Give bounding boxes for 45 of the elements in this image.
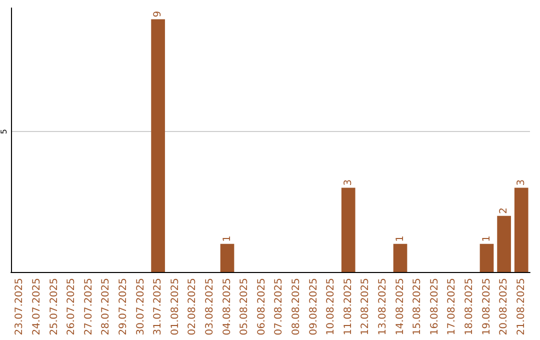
- bar: [220, 244, 234, 272]
- x-tick-label: 29.07.2025: [118, 278, 129, 336]
- bar: [497, 216, 511, 272]
- y-tick-label: 5: [0, 129, 8, 134]
- bar: [151, 19, 165, 272]
- data-label: 3: [516, 179, 527, 186]
- x-tick-label: 04.08.2025: [222, 278, 233, 336]
- data-label: 2: [498, 207, 510, 214]
- x-tick-label: 11.08.2025: [342, 278, 354, 336]
- x-tick-label: 24.07.2025: [31, 278, 42, 336]
- x-tick-label: 31.07.2025: [152, 278, 164, 336]
- data-label: 1: [481, 236, 492, 242]
- x-tick-label: 26.07.2025: [66, 278, 78, 336]
- x-tick-label: 21.08.2025: [516, 278, 527, 336]
- x-tick-label: 28.07.2025: [100, 278, 112, 336]
- x-tick-label: 30.07.2025: [135, 278, 146, 336]
- bar: [480, 244, 494, 272]
- bar: [341, 188, 356, 272]
- x-tick-label: 14.08.2025: [394, 278, 406, 336]
- data-label: 1: [222, 236, 233, 242]
- x-tick-label: 13.08.2025: [377, 278, 388, 336]
- x-tick-label: 25.07.2025: [48, 278, 60, 336]
- data-label: 3: [342, 179, 354, 186]
- x-tick-label: 03.08.2025: [204, 278, 216, 336]
- x-tick-label: 18.08.2025: [464, 278, 475, 336]
- x-tick-label: 10.08.2025: [326, 278, 337, 336]
- x-tick-label: 08.08.2025: [290, 278, 302, 336]
- x-tick-label: 09.08.2025: [308, 278, 320, 336]
- x-tick-label: 16.08.2025: [429, 278, 440, 336]
- x-tick-label: 02.08.2025: [187, 278, 198, 336]
- x-tick-label: 06.08.2025: [256, 278, 268, 336]
- x-tick-label: 17.08.2025: [446, 278, 458, 336]
- bar: [514, 188, 528, 272]
- x-tick-label: 05.08.2025: [239, 278, 250, 336]
- x-tick-label: 27.07.2025: [83, 278, 94, 336]
- x-tick-label: 23.07.2025: [14, 278, 26, 336]
- x-tick-label: 07.08.2025: [274, 278, 285, 336]
- x-tick-label: 12.08.2025: [360, 278, 372, 336]
- x-tick-label: 15.08.2025: [412, 278, 424, 336]
- x-tick-label: 19.08.2025: [481, 278, 492, 336]
- data-label: 9: [152, 10, 164, 18]
- x-tick-label: 01.08.2025: [170, 278, 181, 336]
- x-tick-label: 20.08.2025: [498, 278, 510, 336]
- data-label: 1: [394, 236, 406, 242]
- bar: [393, 244, 408, 272]
